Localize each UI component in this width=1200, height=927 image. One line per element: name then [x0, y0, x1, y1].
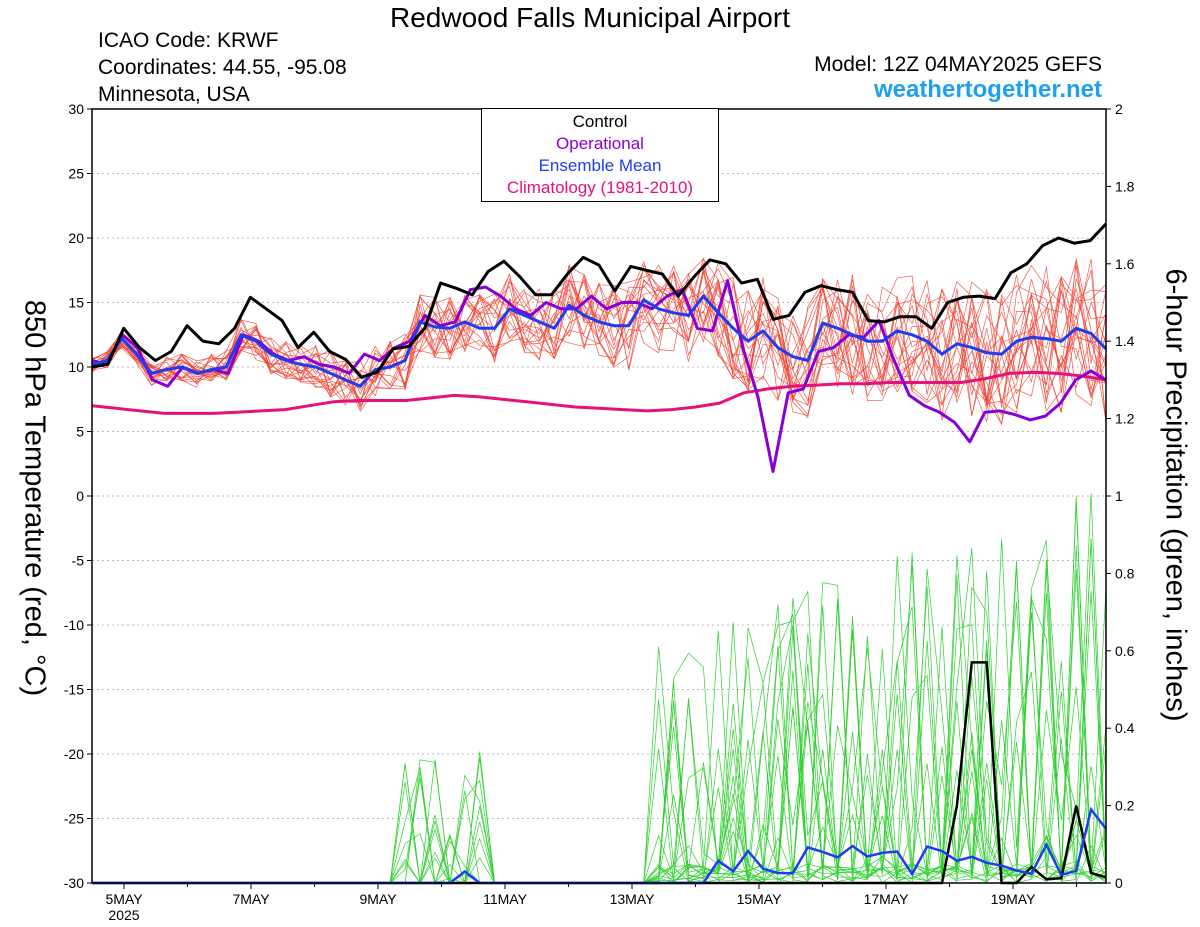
y2-tick-label: 0.4 — [1115, 720, 1135, 736]
y-tick-label: 10 — [68, 359, 84, 375]
ensemble-member-temp-line — [91, 267, 1107, 423]
icao-code: ICAO Code: KRWF — [98, 29, 279, 52]
y2-tick-label: 0.8 — [1115, 565, 1135, 581]
x-year-label: 2025 — [108, 907, 139, 923]
y2-tick-label: 1.8 — [1115, 178, 1135, 194]
y-tick-label: 15 — [68, 295, 84, 311]
y2-tick-label: 2 — [1115, 101, 1123, 117]
legend-operational: Operational — [556, 134, 644, 153]
y2-tick-label: 1.4 — [1115, 333, 1135, 349]
control-line — [91, 222, 1108, 379]
x-tick-label: 19MAY — [991, 891, 1037, 907]
y2-tick-label: 1 — [1115, 488, 1123, 504]
x-tick-label: 9MAY — [359, 891, 397, 907]
y2-tick-label: 0.6 — [1115, 643, 1135, 659]
model-run: Model: 12Z 04MAY2025 GEFS — [814, 53, 1102, 76]
x-tick-label: 13MAY — [610, 891, 656, 907]
y-tick-label: -25 — [64, 811, 84, 827]
y-tick-label: 20 — [68, 230, 84, 246]
legend-ensemble-mean: Ensemble Mean — [538, 156, 662, 175]
y-tick-label: -5 — [72, 553, 85, 569]
x-tick-label: 5MAY — [105, 891, 143, 907]
x-tick-label: 15MAY — [737, 891, 783, 907]
y-tick-label: -30 — [64, 875, 84, 891]
y2-tick-label: 0.2 — [1115, 798, 1135, 814]
y-tick-label: 25 — [68, 166, 84, 182]
ensemble-member-temp-line — [91, 269, 1107, 416]
x-tick-label: 11MAY — [483, 891, 527, 907]
y-tick-label: -20 — [64, 746, 84, 762]
y-tick-label: 5 — [76, 424, 84, 440]
legend-control: Control — [572, 112, 628, 131]
y2-tick-label: 1.6 — [1115, 256, 1135, 272]
y-tick-label: 0 — [76, 488, 84, 504]
station-info: ICAO Code: KRWF Coordinates: 44.55, -95.… — [98, 27, 347, 108]
chart-legend: Control Operational Ensemble Mean Climat… — [481, 108, 719, 202]
coordinates: Coordinates: 44.55, -95.08 — [98, 56, 347, 79]
brand-link[interactable]: weathertogether.net — [873, 76, 1102, 103]
x-tick-label: 7MAY — [232, 891, 270, 907]
ensemble-member-temp-line — [91, 265, 1107, 418]
state-country: Minnesota, USA — [98, 83, 250, 106]
y-tick-label: 30 — [68, 101, 84, 117]
y-tick-label: -10 — [64, 617, 84, 633]
climatology-line — [91, 370, 1107, 415]
x-tick-label: 17MAY — [864, 891, 910, 907]
ensemble-mean-line — [91, 294, 1108, 388]
y2-tick-label: 1.2 — [1115, 411, 1135, 427]
y2-tick-label: 0 — [1115, 875, 1123, 891]
ensemble-member-temp-line — [91, 279, 1107, 416]
ensemble-member-temp-line — [91, 264, 1107, 412]
chart-title: Redwood Falls Municipal Airport — [390, 2, 790, 33]
ensemble-member-temp-line — [91, 258, 1107, 407]
operational-line — [91, 279, 1107, 473]
y-tick-label: -15 — [64, 682, 84, 698]
legend-climatology: Climatology (1981-2010) — [506, 178, 694, 197]
